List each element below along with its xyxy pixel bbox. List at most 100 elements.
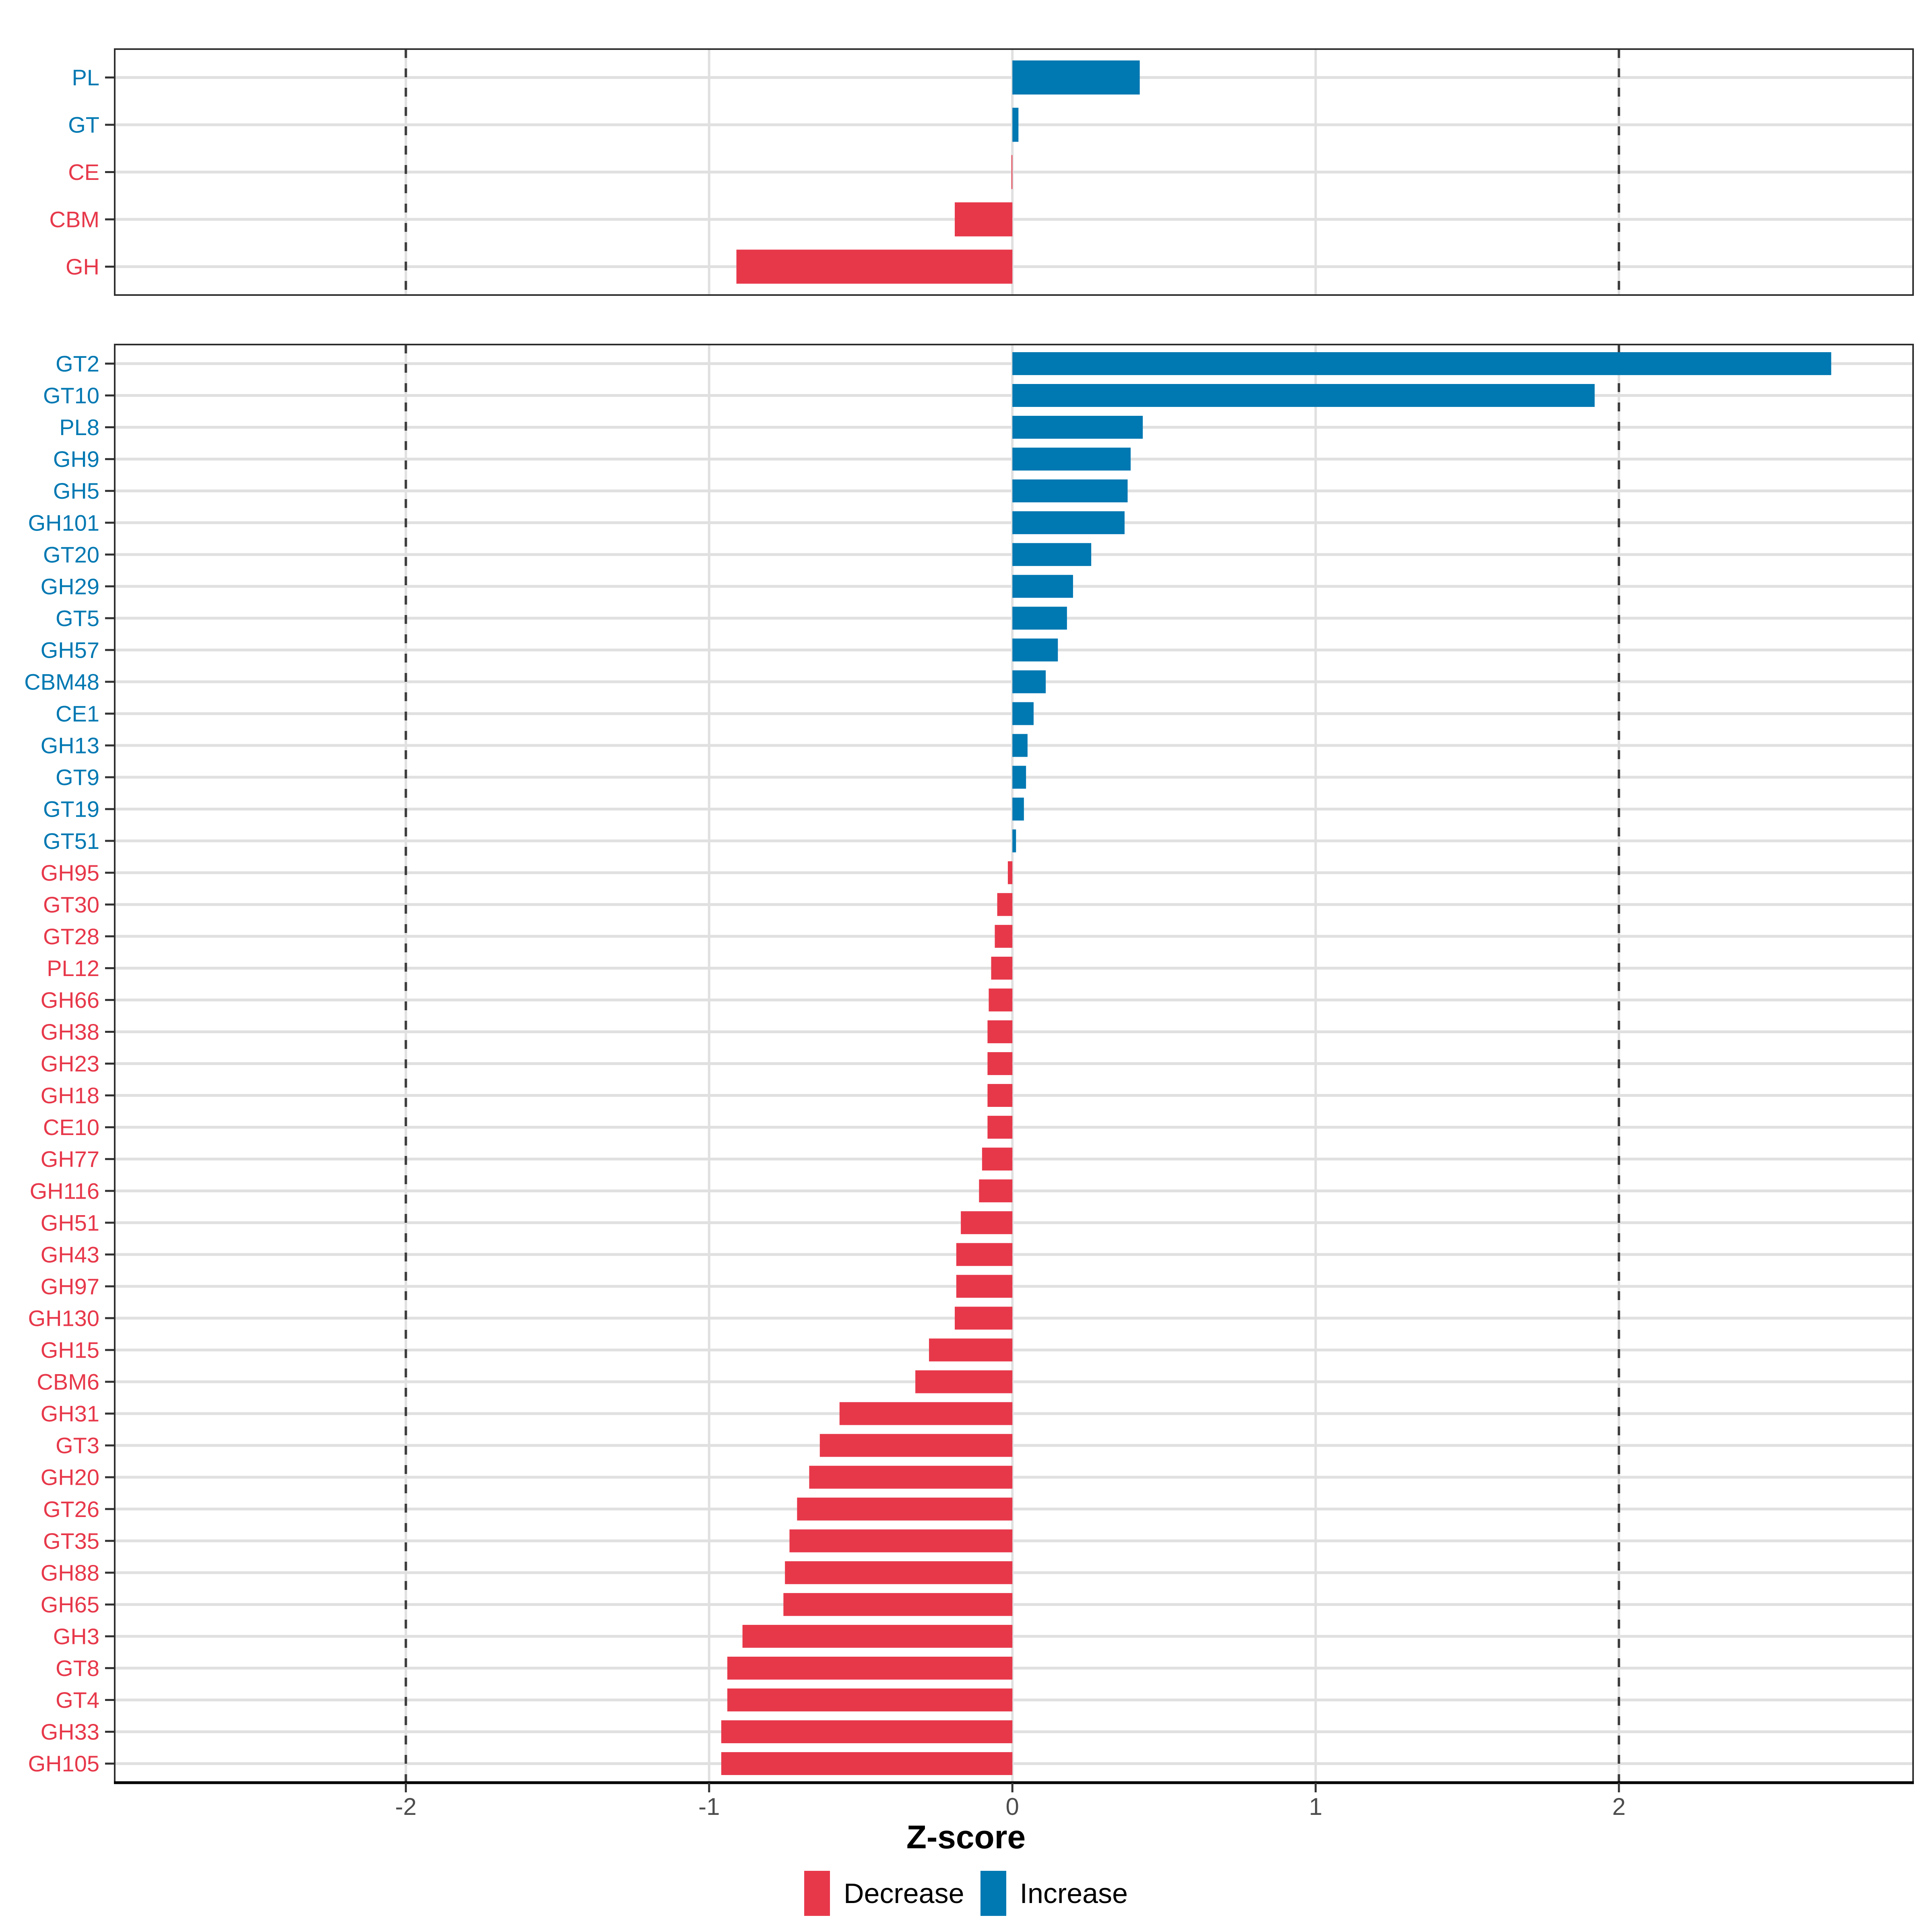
y-label-GT35: GT35 [43, 1528, 99, 1554]
bar-PL [1012, 60, 1140, 95]
y-label-GT: GT [68, 112, 99, 138]
y-label-CE1: CE1 [56, 701, 99, 727]
bar-GT28 [995, 925, 1013, 948]
bar-GT9 [1012, 766, 1026, 789]
y-label-CE: CE [68, 159, 99, 185]
y-label-GT51: GT51 [43, 828, 99, 854]
y-label-GH65: GH65 [41, 1592, 99, 1617]
y-label-GH5: GH5 [53, 478, 99, 504]
bar-CE1 [1012, 702, 1034, 725]
legend-swatch-increase [980, 1871, 1006, 1916]
bar-GT26 [797, 1497, 1013, 1521]
y-label-GH29: GH29 [41, 574, 99, 599]
y-label-GH20: GH20 [41, 1465, 99, 1490]
bar-PL8 [1012, 416, 1143, 439]
bar-GH38 [987, 1020, 1013, 1043]
y-label-GT4: GT4 [56, 1687, 99, 1713]
bar-GH23 [987, 1052, 1013, 1075]
y-label-PL: PL [72, 65, 100, 90]
bar-GT8 [727, 1656, 1013, 1680]
y-label-GH: GH [66, 254, 99, 279]
y-label-GH9: GH9 [53, 446, 99, 472]
legend-label-decrease: Decrease [843, 1878, 964, 1909]
x-axis-title: Z-score [906, 1819, 1026, 1856]
y-label-GH38: GH38 [41, 1019, 99, 1044]
y-label-PL8: PL8 [59, 415, 99, 440]
bar-GH9 [1012, 448, 1131, 471]
y-label-GT2: GT2 [56, 351, 99, 376]
y-label-GH95: GH95 [41, 860, 99, 886]
bar-GH95 [1007, 861, 1013, 884]
y-label-CBM6: CBM6 [37, 1369, 99, 1395]
bar-GH77 [982, 1148, 1013, 1171]
bar-GH5 [1012, 479, 1128, 503]
bar-GH18 [987, 1084, 1013, 1107]
bar-GH66 [989, 988, 1013, 1011]
y-label-GT28: GT28 [43, 924, 99, 949]
y-label-GH51: GH51 [41, 1210, 99, 1235]
x-tick-label: 0 [1006, 1793, 1019, 1820]
bar-GT35 [789, 1529, 1013, 1552]
bar-GH97 [956, 1275, 1013, 1298]
bar-GH101 [1012, 511, 1125, 535]
bar-GH [736, 250, 1013, 284]
bar-GH13 [1012, 734, 1028, 757]
y-label-GT10: GT10 [43, 383, 99, 408]
y-label-GH66: GH66 [41, 987, 99, 1013]
y-label-GH3: GH3 [53, 1624, 99, 1649]
bar-CBM48 [1012, 670, 1046, 694]
panel-border [114, 48, 1914, 296]
y-label-PL12: PL12 [47, 956, 99, 981]
legend-swatch-decrease [804, 1871, 830, 1916]
bar-CE [1011, 155, 1013, 189]
legend-label-increase: Increase [1020, 1878, 1128, 1909]
x-tick-label: 2 [1612, 1793, 1625, 1820]
y-label-GH57: GH57 [41, 637, 99, 663]
y-label-GH105: GH105 [28, 1751, 99, 1776]
y-label-GH116: GH116 [30, 1178, 99, 1203]
bar-GH51 [961, 1211, 1013, 1234]
y-label-GT8: GT8 [56, 1655, 99, 1681]
y-label-CBM48: CBM48 [24, 669, 99, 695]
y-label-GT26: GT26 [43, 1496, 99, 1522]
y-label-GH18: GH18 [41, 1083, 99, 1108]
bar-GT51 [1012, 829, 1016, 852]
y-label-GH88: GH88 [41, 1560, 99, 1585]
y-label-GH33: GH33 [41, 1719, 99, 1744]
y-label-GH31: GH31 [41, 1401, 99, 1426]
y-label-GH130: GH130 [28, 1305, 99, 1331]
bar-GH57 [1012, 638, 1058, 662]
bar-GH130 [955, 1307, 1013, 1330]
x-tick-label: -2 [395, 1793, 417, 1820]
y-label-GT20: GT20 [43, 542, 99, 567]
y-label-GH13: GH13 [41, 733, 99, 758]
y-label-GH23: GH23 [41, 1051, 99, 1076]
y-label-GH15: GH15 [41, 1338, 99, 1363]
y-label-GH43: GH43 [41, 1242, 99, 1267]
y-label-GH101: GH101 [28, 510, 99, 535]
bar-GT19 [1012, 797, 1024, 821]
bar-GH20 [809, 1466, 1013, 1489]
bar-GH33 [721, 1720, 1013, 1743]
bar-GT30 [997, 893, 1013, 916]
legend: Decrease Increase [0, 1871, 1932, 1916]
bar-GH15 [929, 1338, 1013, 1362]
bar-GH88 [785, 1561, 1013, 1584]
y-label-GH77: GH77 [41, 1146, 99, 1172]
y-label-GT5: GT5 [56, 605, 99, 631]
bar-GH29 [1012, 575, 1073, 598]
bar-GT10 [1012, 384, 1595, 407]
y-label-CE10: CE10 [43, 1115, 99, 1140]
bar-CE10 [987, 1116, 1013, 1139]
bar-CBM6 [915, 1370, 1013, 1393]
bar-GT2 [1012, 352, 1831, 375]
legend-item-decrease: Decrease [804, 1871, 964, 1916]
x-tick-label: -1 [698, 1793, 720, 1820]
bar-GH43 [956, 1243, 1013, 1266]
y-label-GT30: GT30 [43, 892, 99, 917]
bar-GT [1012, 107, 1019, 142]
bar-GT5 [1012, 607, 1067, 630]
bar-GH116 [979, 1179, 1013, 1203]
